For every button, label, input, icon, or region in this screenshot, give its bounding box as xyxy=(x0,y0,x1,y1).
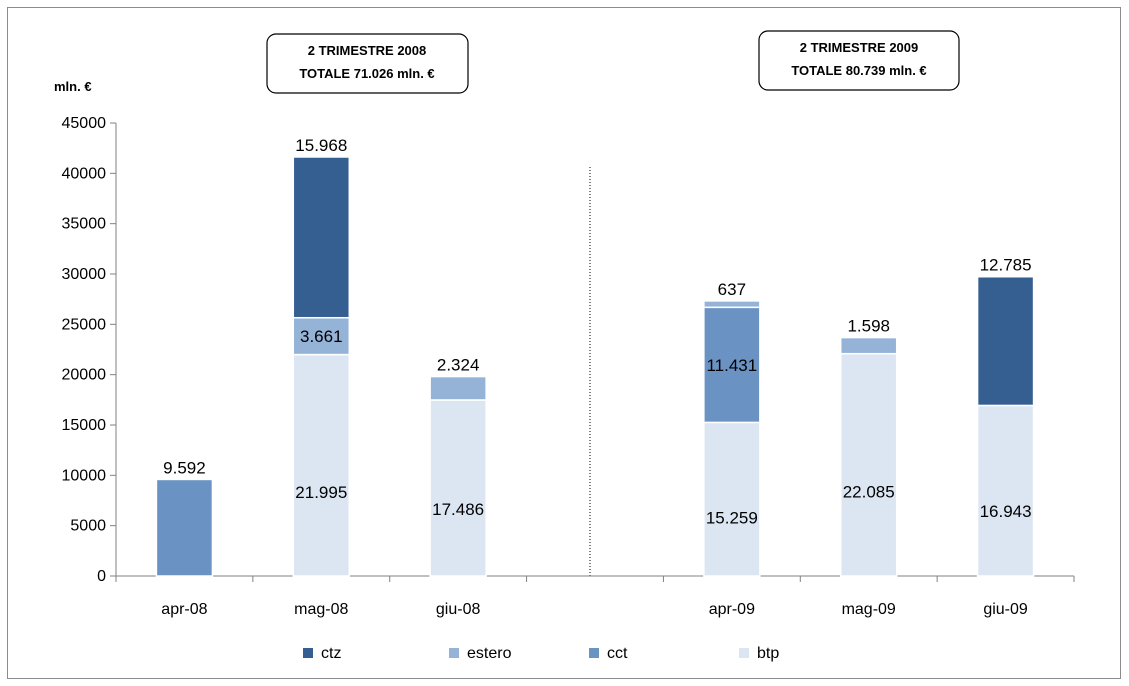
data-label-estero: 3.661 xyxy=(300,327,343,346)
legend: ctz estero cct btp xyxy=(303,645,779,662)
legend-label-ctz: ctz xyxy=(321,645,341,662)
legend-swatch-ctz xyxy=(303,648,313,658)
data-label-ctz: 12.785 xyxy=(980,256,1032,275)
legend-swatch-btp xyxy=(739,648,749,658)
data-label-cct: 11.431 xyxy=(706,356,757,375)
bars xyxy=(155,156,1035,577)
y-tick-label: 15000 xyxy=(62,417,107,434)
bar-ctz xyxy=(292,156,351,319)
legend-label-estero: estero xyxy=(467,645,512,662)
y-tick-label: 45000 xyxy=(62,115,107,132)
y-tick-label: 10000 xyxy=(62,467,107,484)
bar-btp xyxy=(976,404,1035,577)
data-label-estero: 2.324 xyxy=(437,356,480,375)
x-tick-label: apr-08 xyxy=(161,601,207,618)
x-tick-label: giu-09 xyxy=(983,601,1028,618)
y-tick-label: 30000 xyxy=(62,266,107,283)
bar-btp xyxy=(839,352,898,577)
legend-label-btp: btp xyxy=(757,645,779,662)
annotation-2009-title: 2 TRIMESTRE 2009 xyxy=(800,40,919,55)
data-label-cct: 9.592 xyxy=(163,458,206,477)
bar-btp xyxy=(292,353,351,577)
bar-btp xyxy=(703,421,761,577)
data-label-btp: 22.085 xyxy=(843,483,895,502)
data-label-ctz: 15.968 xyxy=(295,136,347,155)
annotation-2009: 2 TRIMESTRE 2009 TOTALE 80.739 mln. € xyxy=(758,30,960,91)
bar-btp xyxy=(429,399,487,577)
legend-swatch-estero xyxy=(449,648,459,658)
data-label-btp: 17.486 xyxy=(432,500,484,519)
axes: 0 5000 10000 15000 20000 25000 30000 35000 40000… xyxy=(62,115,1075,618)
y-tick-label: 0 xyxy=(97,568,106,585)
data-label-btp: 15.259 xyxy=(706,509,758,528)
data-label-btp: 16.943 xyxy=(980,502,1032,521)
legend-swatch-cct xyxy=(589,648,599,658)
annotation-2008: 2 TRIMESTRE 2008 TOTALE 71.026 mln. € xyxy=(266,33,469,94)
annotation-2008-title: 2 TRIMESTRE 2008 xyxy=(308,43,427,58)
bar-estero xyxy=(429,375,487,401)
bar-estero xyxy=(839,336,898,355)
data-labels: 9.592 21.995 3.661 15.968 17.486 2.324 15.259 1… xyxy=(163,136,1031,528)
annotation-2008-total: TOTALE 71.026 mln. € xyxy=(299,66,434,81)
y-unit-label: mln. € xyxy=(54,79,92,94)
bar-estero xyxy=(703,300,761,309)
y-tick-label: 25000 xyxy=(62,316,107,333)
data-label-btp: 21.995 xyxy=(295,483,347,502)
bar-cct xyxy=(155,478,214,577)
x-tick-label: giu-08 xyxy=(436,601,481,618)
y-tick-label: 20000 xyxy=(62,367,107,384)
x-tick-label: mag-09 xyxy=(842,601,896,618)
y-tick-label: 40000 xyxy=(62,165,107,182)
legend-label-cct: cct xyxy=(607,645,628,662)
x-tick-label: mag-08 xyxy=(294,601,348,618)
bar-ctz xyxy=(976,275,1035,407)
data-label-estero: 1.598 xyxy=(847,317,890,336)
x-tick-label: apr-09 xyxy=(709,601,755,618)
y-tick-label: 5000 xyxy=(70,518,106,535)
bar-estero xyxy=(292,316,351,356)
data-label-estero: 637 xyxy=(718,280,746,299)
annotation-2009-total: TOTALE 80.739 mln. € xyxy=(791,63,926,78)
y-tick-label: 35000 xyxy=(62,216,107,233)
